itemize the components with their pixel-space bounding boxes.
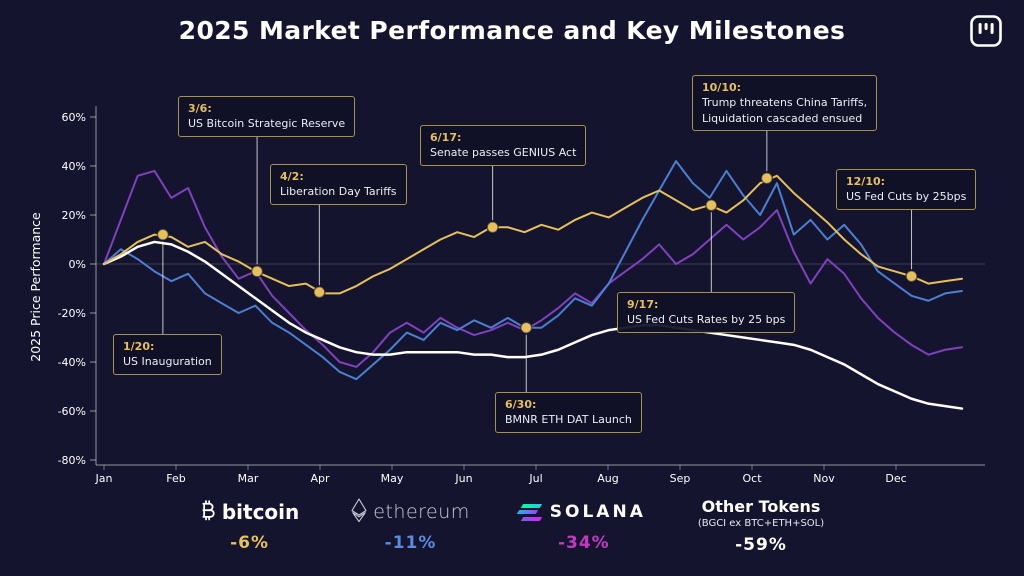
annotation-text: US Fed Cuts Rates by 25 bps — [627, 313, 786, 327]
svg-text:Apr: Apr — [310, 472, 330, 485]
legend-label-other-tokens: Other Tokens — [701, 497, 821, 516]
svg-text:2025 Price Performance: 2025 Price Performance — [28, 212, 43, 362]
annotation-callout-6-30-: 6/30: BMNR ETH DAT Launch — [495, 392, 642, 433]
svg-text:Jul: Jul — [528, 472, 542, 485]
annotation-text: Senate passes GENIUS Act — [430, 146, 577, 160]
svg-text:Jun: Jun — [454, 472, 472, 485]
legend-label-solana: SOLANA — [549, 502, 646, 522]
annotation-callout-9-17-: 9/17: US Fed Cuts Rates by 25 bps — [617, 292, 796, 333]
annotation-text: Trump threatens China Tariffs, — [702, 96, 868, 110]
legend-label-bitcoin: bitcoin — [221, 500, 300, 524]
legend-value-bitcoin: -6% — [230, 533, 270, 553]
legend-value-solana: -34% — [557, 533, 610, 553]
page-title: 2025 Market Performance and Key Mileston… — [178, 16, 846, 45]
legend-item-other-tokens: Other Tokens (BGCI ex BTC+ETH+SOL) -59% — [698, 497, 824, 555]
annotation-date: 4/2: — [280, 170, 304, 183]
annotation-callout-10-10-: 10/10: Trump threatens China Tariffs, Liqu… — [692, 75, 878, 132]
svg-text:Dec: Dec — [885, 472, 906, 485]
svg-text:20%: 20% — [62, 209, 86, 222]
annotation-text: BMNR ETH DAT Launch — [505, 413, 632, 427]
svg-text:Nov: Nov — [813, 472, 835, 485]
brand-logo-icon — [970, 15, 1002, 51]
svg-text:-20%: -20% — [58, 307, 86, 320]
solana-icon — [516, 503, 543, 521]
annotation-text: US Inauguration — [123, 355, 212, 369]
svg-text:-60%: -60% — [58, 405, 86, 418]
legend-sublabel-other-tokens: (BGCI ex BTC+ETH+SOL) — [697, 518, 825, 529]
annotation-text: US Bitcoin Strategic Reserve — [188, 117, 346, 131]
svg-text:0%: 0% — [69, 258, 86, 271]
bitcoin-icon — [200, 499, 216, 526]
annotation-text: US Fed Cuts by 25bps — [846, 190, 967, 204]
annotation-date: 12/10: — [846, 175, 886, 188]
svg-text:Feb: Feb — [166, 472, 185, 485]
ethereum-icon — [351, 497, 367, 527]
svg-text:Aug: Aug — [597, 472, 618, 485]
legend-item-ethereum: ethereum -11% — [351, 497, 470, 553]
legend-item-bitcoin: bitcoin -6% — [200, 497, 299, 553]
annotation-callout-3-6-: 3/6: US Bitcoin Strategic Reserve — [178, 96, 356, 137]
svg-text:-80%: -80% — [58, 454, 86, 467]
annotation-text: Liberation Day Tariffs — [280, 185, 397, 199]
svg-text:60%: 60% — [62, 111, 86, 124]
annotation-callout-12-10-: 12/10: US Fed Cuts by 25bps — [836, 169, 977, 210]
svg-text:Mar: Mar — [238, 472, 259, 485]
annotation-date: 6/17: — [430, 131, 462, 144]
svg-text:Sep: Sep — [670, 472, 691, 485]
svg-text:Oct: Oct — [742, 472, 762, 485]
annotation-text: Liquidation cascaded ensued — [702, 111, 863, 125]
legend-value-ethereum: -11% — [384, 533, 437, 553]
annotation-callout-6-17-: 6/17: Senate passes GENIUS Act — [420, 125, 587, 166]
annotation-callout-1-20-: 1/20: US Inauguration — [113, 334, 222, 375]
legend-label-ethereum: ethereum — [373, 501, 470, 523]
svg-text:40%: 40% — [62, 160, 86, 173]
svg-text:Jan: Jan — [95, 472, 113, 485]
annotation-date: 3/6: — [188, 102, 212, 115]
annotation-date: 1/20: — [123, 340, 155, 353]
annotation-date: 9/17: — [627, 298, 659, 311]
svg-text:May: May — [381, 472, 404, 485]
annotation-date: 6/30: — [505, 398, 537, 411]
legend-value-other-tokens: -59% — [735, 535, 787, 555]
annotation-callout-4-2-: 4/2: Liberation Day Tariffs — [270, 164, 407, 205]
legend-item-solana: SOLANA -34% — [516, 497, 646, 553]
annotation-date: 10/10: — [702, 81, 742, 94]
svg-text:-40%: -40% — [58, 356, 86, 369]
legend: bitcoin -6% ethereum -11% — [0, 497, 1024, 555]
